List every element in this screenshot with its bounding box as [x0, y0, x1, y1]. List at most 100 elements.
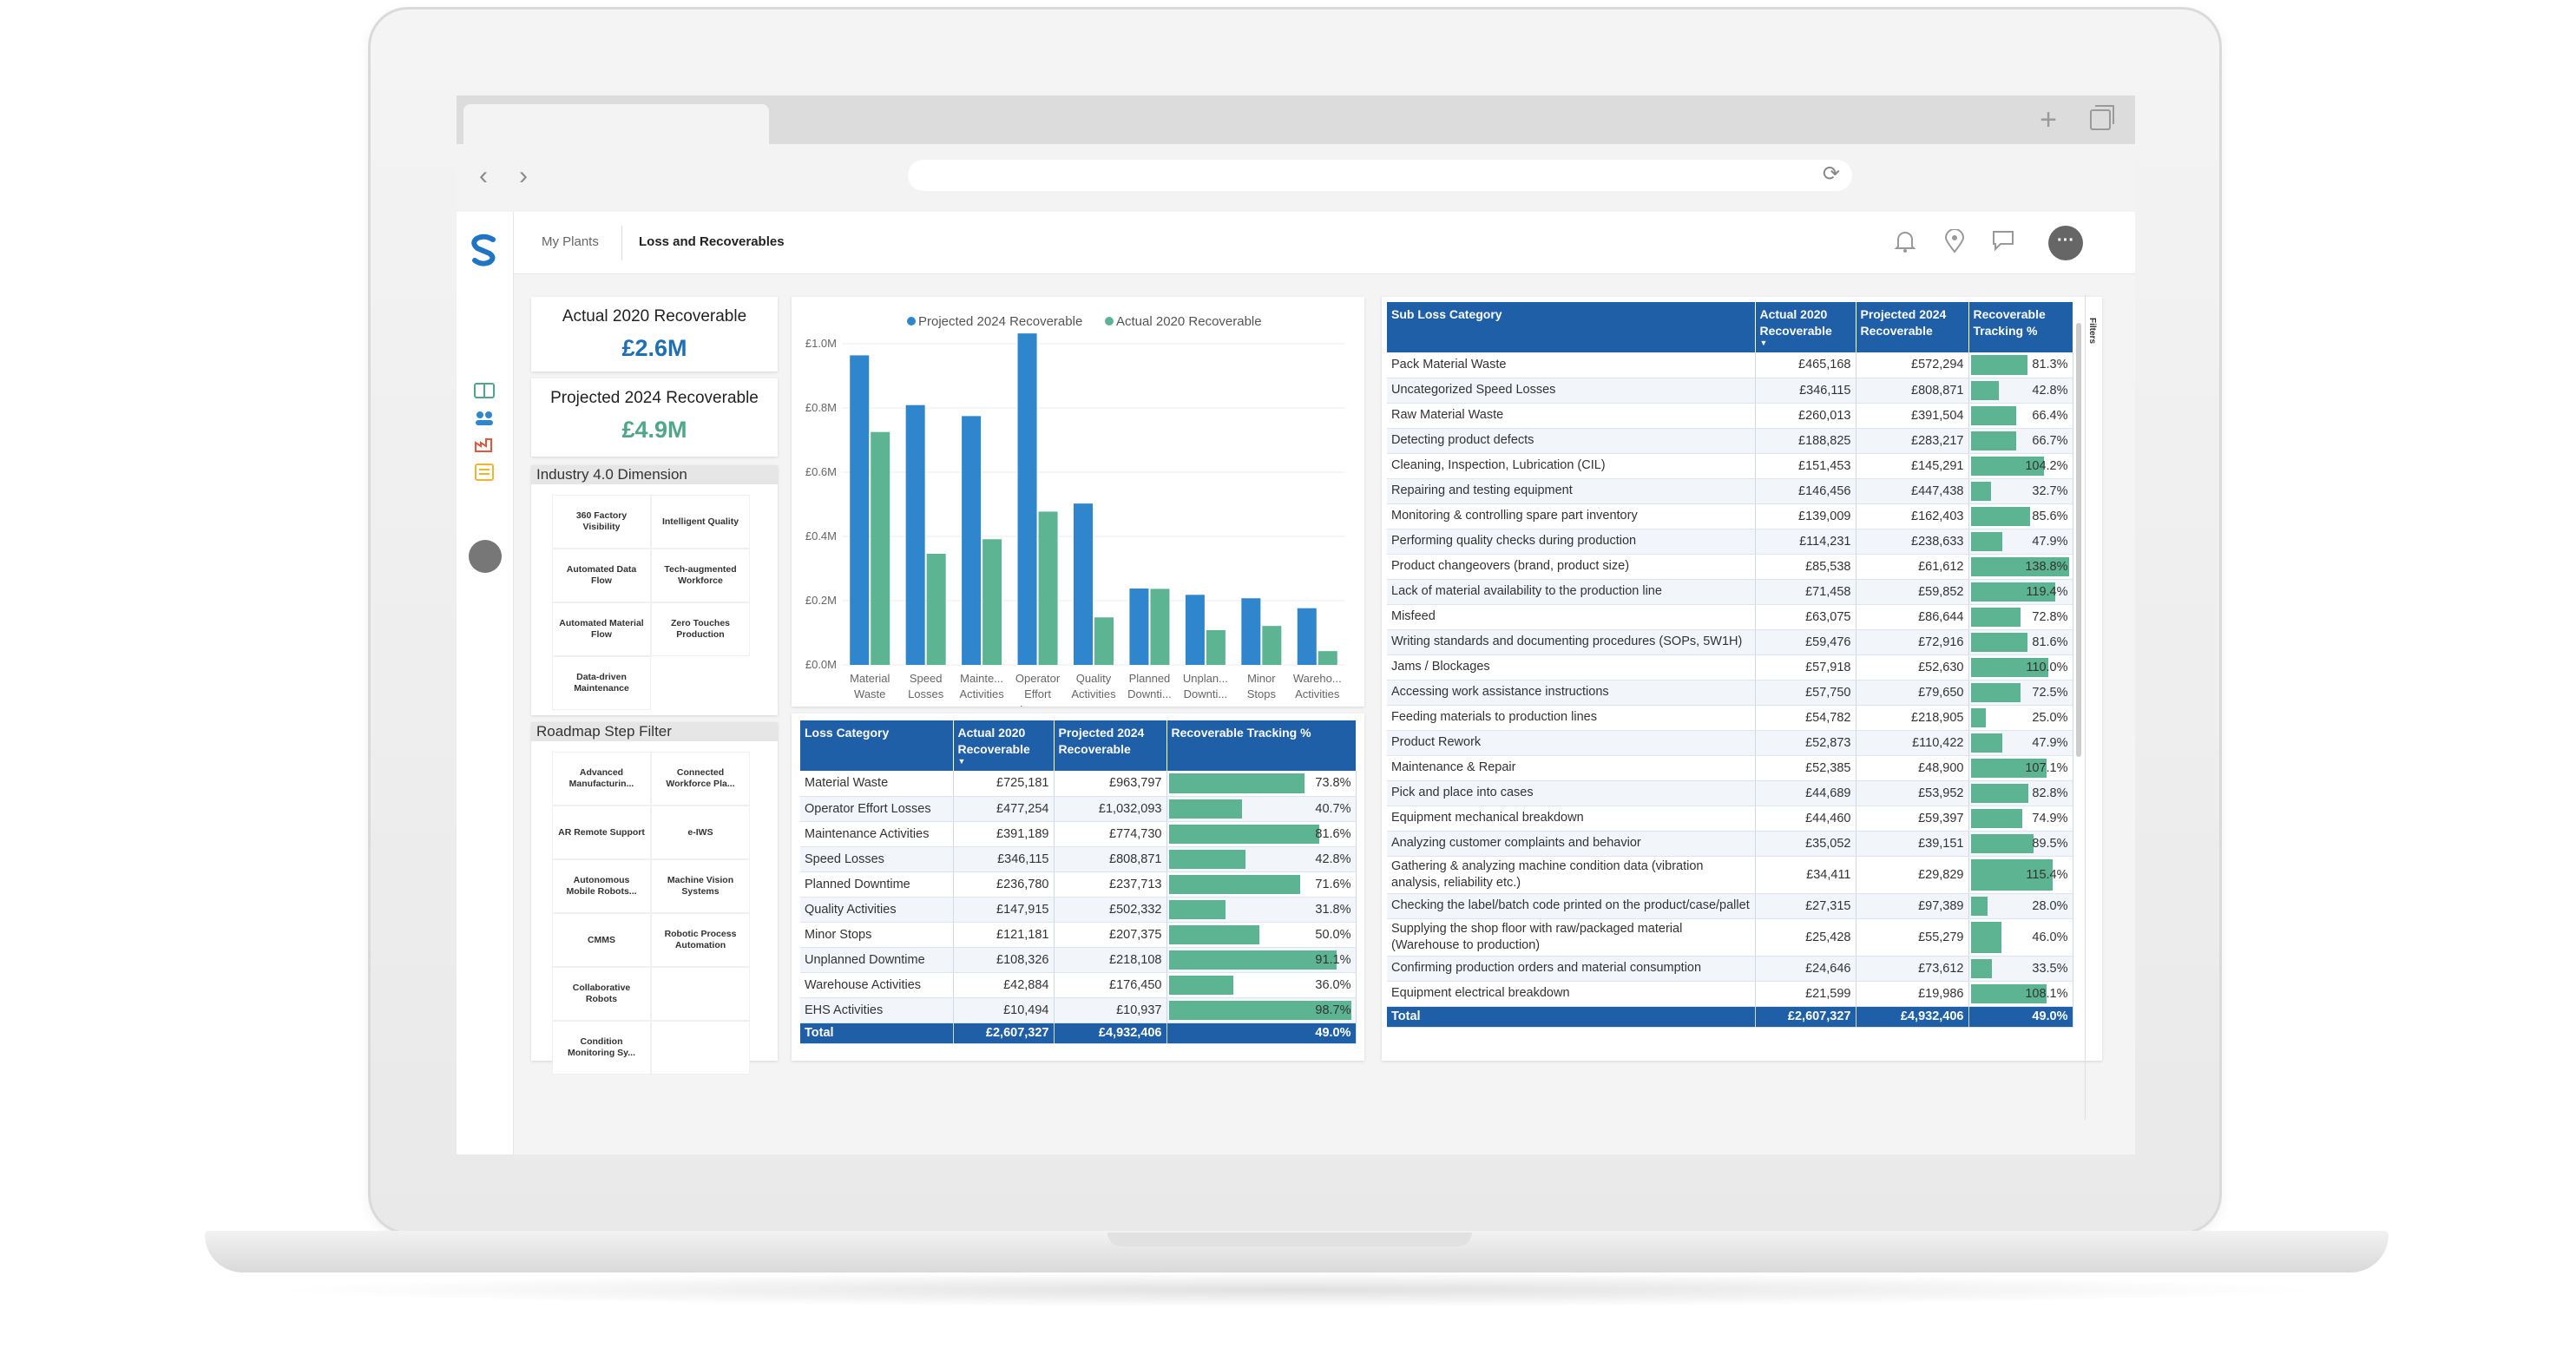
table-row[interactable]: Operator Effort Losses £477,254 £1,032,093…: [800, 796, 1357, 822]
category-cell: Detecting product defects: [1387, 428, 1756, 454]
table-row[interactable]: Cleaning, Inspection, Lubrication (CIL) £…: [1387, 453, 2073, 479]
table-row[interactable]: Monitoring & controlling spare part inve…: [1387, 503, 2073, 529]
restore-window-icon[interactable]: [2090, 105, 2114, 130]
table-row[interactable]: Checking the label/batch code printed on…: [1387, 893, 2073, 919]
breadcrumb-my-plants[interactable]: My Plants: [542, 234, 599, 249]
book-icon[interactable]: [474, 382, 495, 399]
roadmap-slicer-chip[interactable]: Advanced Manufacturin...: [552, 752, 651, 806]
roadmap-slicer-chip[interactable]: Connected Workforce Pla...: [651, 752, 750, 806]
table-row[interactable]: Maintenance Activities £391,189 £774,730 81…: [800, 821, 1357, 847]
table-row[interactable]: Analyzing customer complaints and behavi…: [1387, 831, 2073, 857]
loss-header-actual[interactable]: Actual 2020 Recoverable ▼: [953, 720, 1055, 771]
table-row[interactable]: Confirming production orders and materia…: [1387, 956, 2073, 982]
table-row[interactable]: Pick and place into cases £44,689 £53,952 8…: [1387, 780, 2073, 806]
bell-icon[interactable]: [1894, 229, 1916, 253]
sub-header-tracking[interactable]: Recoverable Tracking %: [1968, 302, 2073, 352]
navigation-bar: ‹ › ⟳: [457, 144, 2135, 212]
table-row[interactable]: Speed Losses £346,115 £808,871 42.8%: [800, 846, 1357, 872]
table-row[interactable]: Unplanned Downtime £108,326 £218,108 91.1%: [800, 947, 1357, 973]
industry-slicer-chip[interactable]: Data-driven Maintenance: [552, 656, 651, 710]
table-row[interactable]: Feeding materials to production lines £54…: [1387, 705, 2073, 731]
table-row[interactable]: Product changeovers (brand, product size…: [1387, 554, 2073, 580]
chat-icon[interactable]: [1991, 229, 2015, 252]
kpi-actual-label: Actual 2020 Recoverable: [562, 307, 747, 325]
table-row[interactable]: Writing standards and documenting proced…: [1387, 629, 2073, 655]
industry-slicer-chip[interactable]: Automated Material Flow: [552, 602, 651, 656]
table-row[interactable]: Raw Material Waste £260,013 £391,504 66.4%: [1387, 403, 2073, 429]
table-row[interactable]: Repairing and testing equipment £146,456 £…: [1387, 478, 2073, 504]
table-row[interactable]: Pack Material Waste £465,168 £572,294 81.3%: [1387, 352, 2073, 378]
loss-header-projected[interactable]: Projected 2024 Recoverable: [1054, 720, 1167, 771]
table-row[interactable]: Detecting product defects £188,825 £283,21…: [1387, 428, 2073, 454]
roadmap-slicer-chip[interactable]: e-IWS: [651, 806, 750, 859]
roadmap-slicer-chip[interactable]: AR Remote Support: [552, 806, 651, 859]
table-row[interactable]: Quality Activities £147,915 £502,332 31.8%: [800, 897, 1357, 923]
table-row[interactable]: Misfeed £63,075 £86,644 72.8%: [1387, 604, 2073, 630]
forward-icon[interactable]: ›: [519, 161, 528, 190]
reload-icon[interactable]: ⟳: [1822, 162, 1840, 186]
x-tick-label: Mainte...: [960, 672, 1003, 685]
tracking-cell: 50.0%: [1166, 922, 1357, 948]
tracking-cell: 91.1%: [1166, 947, 1357, 973]
x-tick-label: Activities: [1295, 687, 1340, 700]
table-row[interactable]: Warehouse Activities £42,884 £176,450 36.0%: [800, 972, 1357, 998]
table-row[interactable]: Product Rework £52,873 £110,422 47.9%: [1387, 730, 2073, 756]
table-row[interactable]: Jams / Blockages £57,918 £52,630 110.0%: [1387, 654, 2073, 681]
browser-tab[interactable]: [463, 104, 769, 146]
industry-slicer-chip[interactable]: 360 Factory Visibility: [552, 495, 651, 549]
factory-icon[interactable]: [474, 436, 495, 453]
roadmap-slicer-chip[interactable]: Robotic Process Automation: [651, 913, 750, 967]
roadmap-slicer-chip[interactable]: CMMS: [552, 913, 651, 967]
sub-table-scrollbar[interactable]: [2076, 323, 2081, 757]
more-options-button[interactable]: ···: [2048, 226, 2083, 260]
report-icon[interactable]: [474, 464, 495, 481]
x-tick-label: Material: [850, 672, 890, 685]
roadmap-slicer-chip[interactable]: Autonomous Mobile Robots...: [552, 859, 651, 913]
app-logo-icon[interactable]: [469, 233, 500, 267]
table-row[interactable]: Maintenance & Repair £52,385 £48,900 107.1%: [1387, 755, 2073, 781]
industry-slicer-chip[interactable]: Zero Touches Production: [651, 602, 750, 656]
tracking-value: 104.2%: [2025, 458, 2068, 473]
sub-header-actual[interactable]: Actual 2020 Recoverable ▼: [1755, 302, 1856, 352]
table-row[interactable]: Lack of material availability to the pro…: [1387, 579, 2073, 605]
industry-slicer-chip[interactable]: Tech-augmented Workforce: [651, 549, 750, 602]
table-row[interactable]: Accessing work assistance instructions £5…: [1387, 680, 2073, 706]
table-row[interactable]: Uncategorized Speed Losses £346,115 £808,8…: [1387, 378, 2073, 404]
tracking-value: 40.7%: [1315, 801, 1351, 816]
address-bar[interactable]: ⟳: [908, 160, 1852, 191]
table-row[interactable]: Planned Downtime £236,780 £237,713 71.6%: [800, 871, 1357, 898]
category-cell: Equipment mechanical breakdown: [1387, 806, 1756, 832]
database-icon[interactable]: [469, 540, 502, 573]
total-pct-cell: 49.0%: [1166, 1023, 1357, 1044]
sub-header-category[interactable]: Sub Loss Category: [1387, 302, 1756, 352]
new-tab-icon[interactable]: +: [2040, 103, 2057, 136]
table-row[interactable]: EHS Activities £10,494 £10,937 98.7%: [800, 997, 1357, 1023]
loss-header-tracking[interactable]: Recoverable Tracking %: [1166, 720, 1357, 771]
table-row[interactable]: Minor Stops £121,181 £207,375 50.0%: [800, 922, 1357, 948]
table-row[interactable]: Gathering & analyzing machine condition …: [1387, 856, 2073, 894]
location-pin-icon[interactable]: [1944, 229, 1965, 253]
roadmap-slicer-chip[interactable]: Condition Monitoring Sy...: [552, 1021, 651, 1075]
table-row[interactable]: Supplying the shop floor with raw/packag…: [1387, 918, 2073, 957]
table-row[interactable]: Equipment mechanical breakdown £44,460 £59…: [1387, 806, 2073, 832]
sub-header-projected[interactable]: Projected 2024 Recoverable: [1856, 302, 1969, 352]
roadmap-slicer-chip[interactable]: Machine Vision Systems: [651, 859, 750, 913]
industry-slicer-chip[interactable]: Automated Data Flow: [552, 549, 651, 602]
report-canvas: Actual 2020 Recoverable £2.6M Projected …: [514, 274, 2135, 1154]
tracking-cell: 46.0%: [1968, 918, 2073, 957]
filters-pane-label[interactable]: Filters: [2087, 318, 2097, 345]
breadcrumb-current[interactable]: Loss and Recoverables: [639, 234, 785, 249]
roadmap-slicer-chip[interactable]: Collaborative Robots: [552, 967, 651, 1021]
projected-cell: £86,644: [1856, 604, 1969, 630]
tracking-value: 28.0%: [2032, 898, 2068, 913]
tracking-value: 50.0%: [1315, 927, 1351, 942]
back-icon[interactable]: ‹: [479, 161, 488, 190]
table-row[interactable]: Performing quality checks during product…: [1387, 529, 2073, 555]
filters-pane[interactable]: [2085, 295, 2100, 1120]
tracking-bar: [1168, 874, 1300, 894]
team-icon[interactable]: [474, 410, 495, 427]
industry-slicer-chip[interactable]: Intelligent Quality: [651, 495, 750, 549]
table-row[interactable]: Material Waste £725,181 £963,797 73.8%: [800, 771, 1357, 797]
loss-header-category[interactable]: Loss Category: [800, 720, 954, 771]
table-row[interactable]: Equipment electrical breakdown £21,599 £19…: [1387, 981, 2073, 1007]
